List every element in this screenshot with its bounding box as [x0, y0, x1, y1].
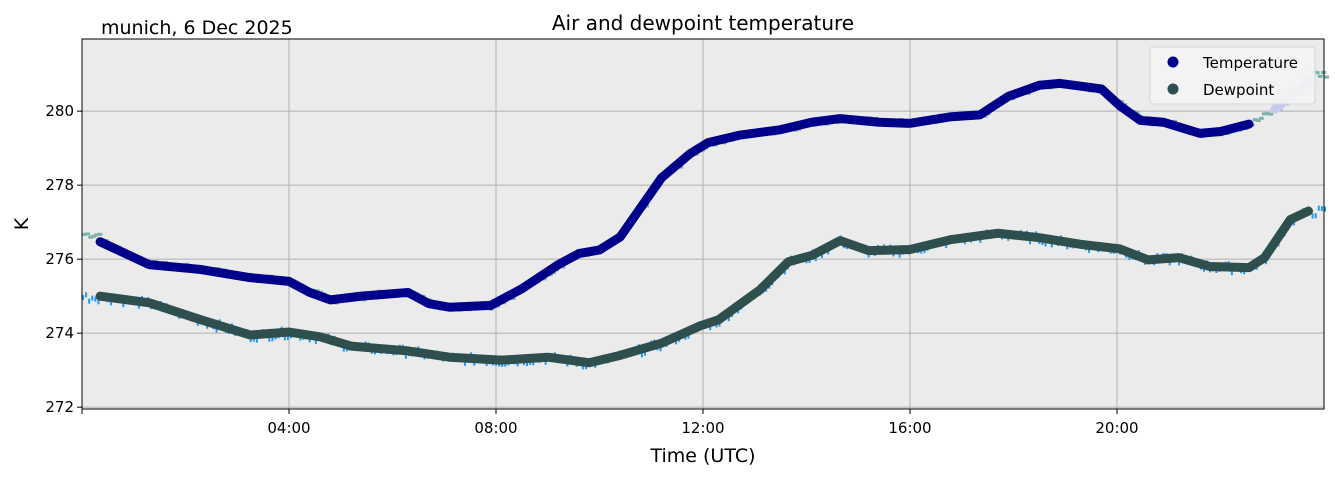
raw-dewpoint-point	[1088, 247, 1091, 253]
raw-dewpoint-point	[526, 361, 529, 367]
x-tick-label: 08:00	[474, 419, 517, 437]
raw-dewpoint-point	[1311, 213, 1314, 219]
raw-dewpoint-point	[783, 269, 786, 275]
raw-dewpoint-point	[1230, 270, 1233, 276]
raw-temperature-point	[1268, 112, 1274, 116]
raw-dewpoint-point	[255, 337, 258, 343]
raw-dewpoint-point	[1168, 260, 1171, 266]
raw-dewpoint-point	[898, 252, 901, 258]
raw-temperature-point	[1255, 119, 1261, 123]
y-tick-label: 278	[45, 176, 74, 194]
raw-dewpoint-point	[94, 296, 97, 302]
raw-dewpoint-point	[1324, 206, 1326, 212]
raw-dewpoint-point	[820, 253, 823, 259]
raw-dewpoint-point	[88, 298, 91, 304]
raw-temperature-point	[1320, 70, 1326, 74]
raw-dewpoint-point	[215, 327, 218, 333]
raw-dewpoint-point	[249, 337, 252, 343]
raw-dewpoint-point	[532, 360, 535, 366]
raw-temperature-point	[1261, 112, 1267, 116]
raw-dewpoint-point	[286, 335, 289, 341]
raw-temperature-point	[88, 235, 94, 239]
raw-temperature-point	[97, 232, 103, 236]
raw-dewpoint-point	[709, 325, 712, 331]
raw-dewpoint-point	[814, 256, 817, 262]
raw-dewpoint-point	[659, 346, 662, 352]
legend-box	[1149, 46, 1316, 105]
raw-dewpoint-point	[342, 346, 345, 352]
raw-dewpoint-point	[644, 350, 647, 356]
raw-dewpoint-point	[945, 242, 948, 248]
legend-dewpoint-marker	[1167, 83, 1179, 95]
raw-dewpoint-point	[1029, 239, 1032, 245]
x-axis-label: Time (UTC)	[649, 445, 755, 467]
raw-dewpoint-point	[727, 316, 730, 322]
raw-dewpoint-point	[1128, 255, 1131, 261]
raw-temperature-point	[91, 234, 97, 238]
grid-lines	[82, 39, 1324, 409]
raw-temperature-point	[1314, 71, 1320, 75]
y-tick-label: 274	[45, 324, 74, 342]
raw-dewpoint-point	[82, 295, 84, 301]
x-tick-label: 16:00	[888, 419, 931, 437]
raw-dewpoint-point	[979, 237, 982, 243]
raw-dewpoint-point	[1317, 205, 1320, 211]
raw-dewpoint-point	[581, 364, 584, 370]
raw-dewpoint-point	[1044, 241, 1047, 247]
raw-dewpoint-point	[97, 299, 100, 305]
raw-temperature-point	[94, 233, 100, 237]
raw-dewpoint-point	[827, 249, 830, 255]
raw-dewpoint-point	[544, 359, 547, 365]
legend: Temperature Dewpoint	[1149, 46, 1316, 105]
raw-dewpoint-point	[473, 360, 476, 366]
raw-dewpoint-point	[283, 335, 286, 341]
raw-dewpoint-point	[1314, 213, 1317, 219]
raw-dewpoint-point	[91, 295, 94, 301]
raw-dewpoint-point	[1178, 260, 1181, 266]
y-axis-label: K	[11, 217, 33, 230]
raw-dewpoint-point	[271, 336, 274, 342]
raw-dewpoint-point	[640, 352, 643, 358]
legend-temperature-label: Temperature	[1202, 54, 1298, 72]
raw-dewpoint-point	[1320, 206, 1323, 212]
raw-dewpoint-point	[268, 336, 271, 342]
y-tick-label: 280	[45, 102, 74, 120]
raw-temperature-point	[1324, 75, 1329, 79]
raw-dewpoint-point	[404, 353, 407, 359]
legend-temperature-marker	[1167, 56, 1179, 68]
raw-dewpoint-point	[675, 339, 678, 345]
raw-dewpoint-point	[516, 361, 519, 367]
raw-dewpoint-point	[109, 300, 112, 306]
raw-dewpoint-point	[308, 337, 311, 343]
chart-subtitle: munich, 6 Dec 2025	[101, 17, 293, 39]
legend-dewpoint-label: Dewpoint	[1203, 81, 1274, 99]
x-tick-label: 04:00	[267, 419, 310, 437]
raw-dewpoint-point	[137, 303, 140, 309]
raw-temperature-point	[1265, 112, 1271, 116]
dewpoint-line	[95, 206, 1313, 368]
raw-dewpoint-point	[1292, 220, 1295, 226]
raw-dewpoint-point	[463, 360, 466, 366]
chart-title: Air and dewpoint temperature	[552, 11, 854, 35]
raw-dewpoint-point	[1050, 242, 1053, 248]
raw-temperature-point	[82, 232, 87, 236]
y-tick-label: 276	[45, 250, 74, 268]
raw-temperature-point	[1252, 118, 1258, 122]
axis-ticks: 04:00 08:00 12:00 16:00 20:00 272 274 276 278 280	[45, 102, 1138, 437]
raw-dewpoint-point	[122, 302, 125, 308]
raw-dewpoint-point	[314, 338, 317, 344]
y-tick-label: 272	[45, 398, 74, 416]
x-tick-label: 12:00	[681, 419, 724, 437]
raw-temperature-point	[1317, 74, 1323, 78]
raw-temperature-point	[1258, 116, 1264, 120]
raw-dewpoint-point	[85, 292, 88, 298]
raw-temperature-point	[85, 232, 91, 236]
x-tick-label: 20:00	[1095, 419, 1138, 437]
raw-dewpoint-point	[1066, 244, 1069, 250]
raw-dewpoint-point	[687, 333, 690, 339]
